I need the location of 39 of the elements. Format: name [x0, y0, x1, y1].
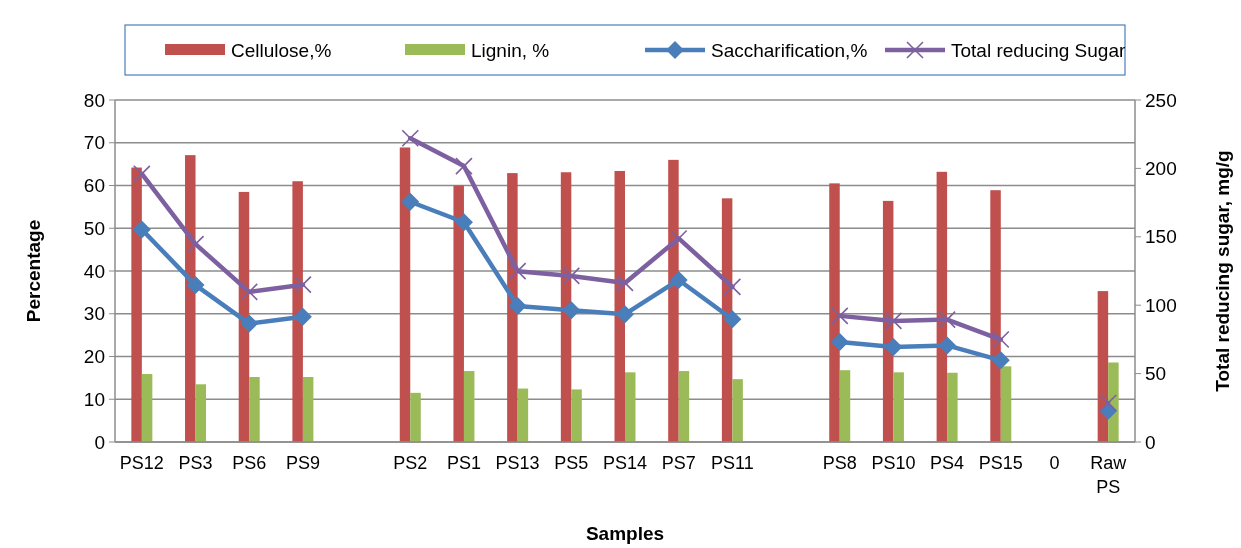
y-tick-label: 80: [83, 89, 105, 111]
y-tick-label: 60: [83, 175, 105, 197]
y-axis-title: Percentage: [23, 219, 44, 323]
y2-tick-label: 150: [1145, 226, 1177, 248]
x-tick-label: PS2: [393, 453, 428, 473]
x-tick-label: 0: [1049, 453, 1060, 473]
y2-tick-label: 0: [1145, 431, 1156, 453]
x-tick-label: Raw PS: [1090, 453, 1128, 497]
x-tick-label: PS12: [119, 453, 164, 473]
legend-label: Lignin, %: [471, 39, 550, 61]
y-tick-label: 50: [83, 217, 105, 239]
y-tick-label: 70: [83, 132, 105, 154]
x-tick-label: PS6: [232, 453, 267, 473]
x-tick-label: PS5: [554, 453, 589, 473]
y2-tick-label: 100: [1145, 294, 1177, 316]
x-axis-title: Samples: [585, 523, 665, 544]
y-tick-label: 30: [83, 303, 105, 325]
y-tick-label: 40: [83, 260, 105, 282]
x-tick-label: PS3: [178, 453, 213, 473]
x-tick-label: PS9: [285, 453, 320, 473]
y-tick-label: 10: [83, 388, 105, 410]
x-tick-label: PS8: [822, 453, 857, 473]
x-tick-label: PS7: [661, 453, 696, 473]
legend-label: Cellulose,%: [231, 39, 332, 61]
legend-label: Saccharification,%: [711, 39, 868, 61]
x-tick-label: PS1: [446, 453, 481, 473]
x-tick-label: PS15: [978, 453, 1023, 473]
x-tick-label: PS10: [871, 453, 916, 473]
x-tick-label: PS11: [711, 453, 754, 473]
y2-axis-title: Total reducing sugar, mg/g: [1212, 150, 1233, 392]
x-tick-label: PS13: [495, 453, 540, 473]
x-tick-label: PS4: [930, 453, 965, 473]
y-tick-label: 20: [83, 346, 105, 368]
y-tick-label: 0: [94, 431, 105, 453]
y2-tick-label: 200: [1145, 158, 1177, 180]
y2-tick-label: 50: [1145, 363, 1167, 385]
y2-tick-label: 250: [1145, 89, 1177, 111]
legend-label: Total reducing Sugar: [951, 39, 1126, 61]
x-tick-label: PS14: [602, 453, 648, 473]
